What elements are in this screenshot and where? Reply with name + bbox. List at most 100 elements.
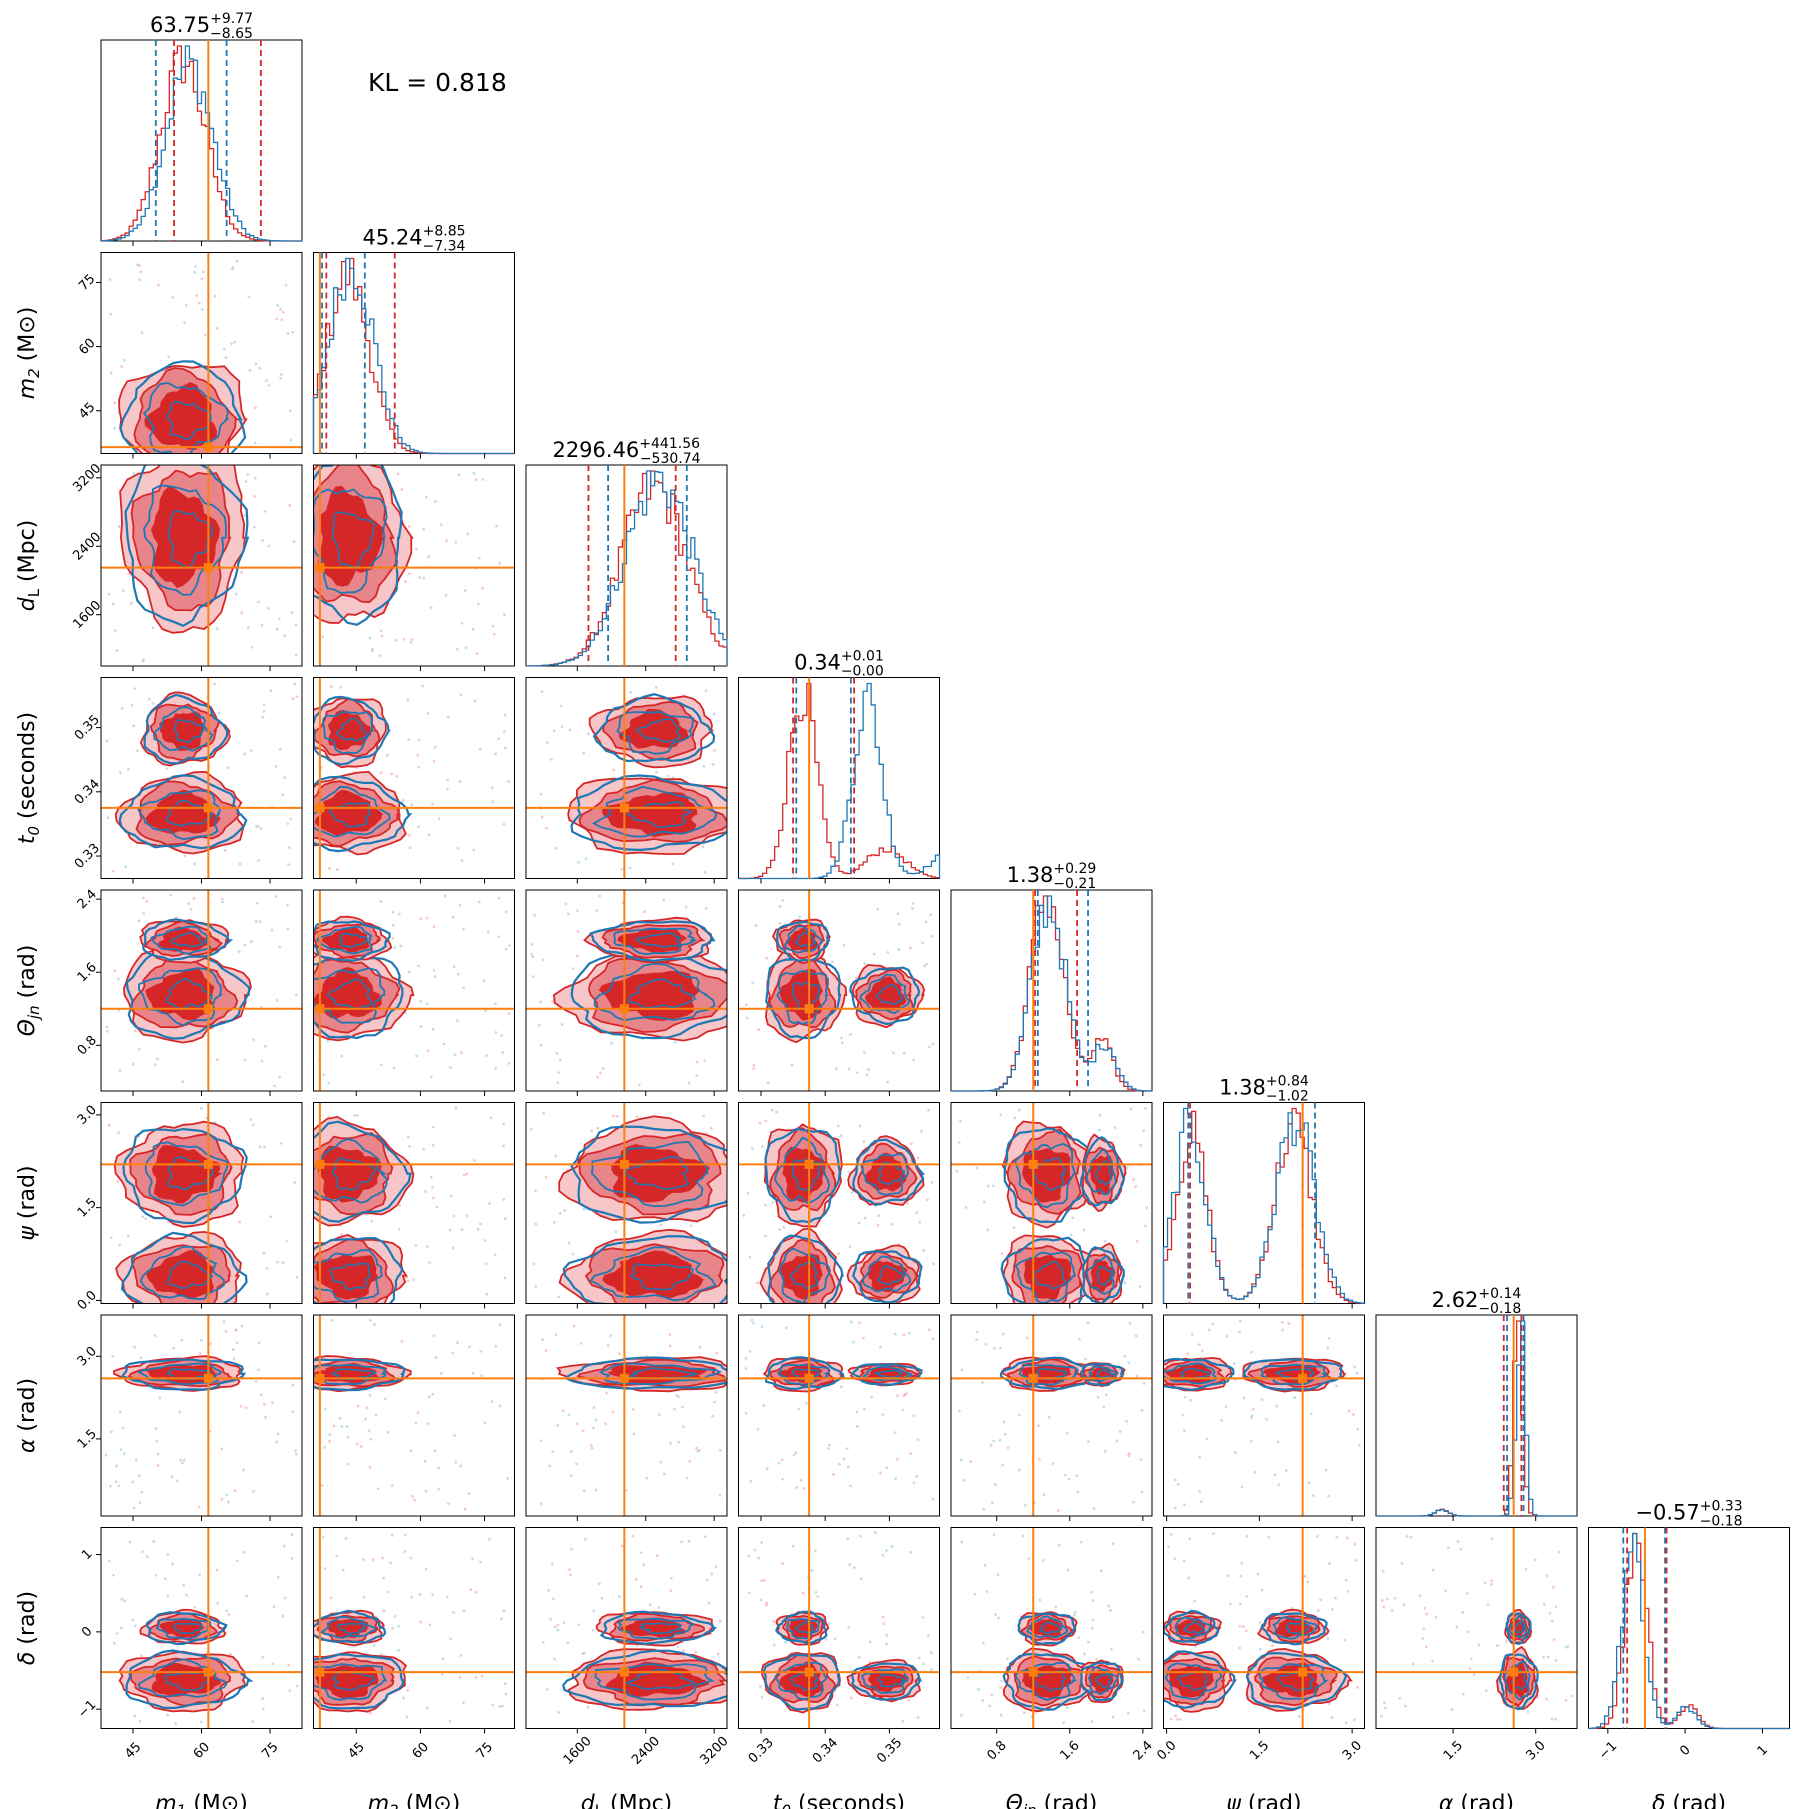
sample-point: [991, 1501, 994, 1505]
contour-outer-blue: [313, 1358, 406, 1392]
contour-outer-blue: [1003, 1127, 1093, 1224]
y-axis-label-theta_jn: Θjn (rad): [15, 945, 43, 1037]
sample-point: [261, 715, 265, 719]
sample-point: [840, 1036, 844, 1040]
sample-point: [400, 1340, 404, 1343]
sample-point: [848, 1245, 852, 1249]
sample-point: [501, 1051, 505, 1054]
sample-point: [592, 1426, 595, 1430]
sample-point: [1228, 1602, 1232, 1606]
sample-point: [931, 1042, 935, 1046]
sample-point: [1003, 1432, 1007, 1436]
sample-point: [886, 950, 890, 954]
sample-point: [1461, 1692, 1465, 1696]
sample-point: [408, 833, 411, 837]
sample-point: [1090, 1590, 1093, 1594]
sample-point: [500, 1617, 503, 1621]
sample-point: [962, 1478, 966, 1482]
sample-point: [1000, 1252, 1004, 1255]
sample-point: [120, 365, 124, 368]
sample-point: [1084, 1357, 1087, 1361]
contour-inner-blue: [791, 1158, 820, 1192]
sample-point: [287, 845, 291, 849]
y-tick-label: 0: [79, 1624, 95, 1640]
sample-point: [134, 1458, 138, 1462]
truth-marker: [619, 1373, 629, 1383]
sample-point: [687, 1539, 691, 1543]
contour-mid-blue: [861, 1668, 909, 1695]
y-tick-label: 3.0: [75, 1344, 100, 1369]
sample-point: [154, 1063, 157, 1067]
panel-t0-vs-alpha: [738, 1314, 940, 1517]
contour-mid-blue: [776, 969, 829, 1025]
contour-outer-blue: [143, 693, 229, 765]
panel-frame: [1375, 1527, 1578, 1729]
sample-point: [983, 1563, 987, 1567]
truth-marker: [619, 803, 629, 813]
sample-point: [220, 1497, 224, 1501]
sample-point: [1456, 1540, 1460, 1543]
sample-point: [330, 685, 333, 688]
panel-dL-vs-psi: [525, 1102, 728, 1304]
sample-point: [814, 1590, 818, 1594]
sample-point: [261, 1697, 264, 1701]
panel-frame: [313, 1102, 515, 1304]
sample-point: [1293, 1396, 1297, 1399]
sample-point: [158, 1396, 162, 1400]
sample-point: [1465, 1592, 1469, 1595]
histogram-blue: [1376, 1320, 1577, 1517]
sample-point: [454, 540, 458, 544]
sample-point: [1557, 1550, 1561, 1554]
sample-point: [1188, 1537, 1191, 1541]
sample-point: [1125, 1419, 1128, 1423]
sample-point: [1090, 1720, 1094, 1724]
sample-point: [484, 1009, 487, 1012]
sample-point: [215, 1568, 219, 1572]
truth-marker: [619, 1667, 629, 1677]
sample-point: [481, 477, 485, 481]
sample-point: [262, 709, 266, 713]
sample-point: [1111, 1542, 1115, 1546]
contour-mid-blue: [313, 1249, 384, 1303]
sample-point: [380, 1063, 383, 1067]
sample-point: [992, 1439, 996, 1443]
contour-outer-blue: [313, 465, 403, 626]
sample-point: [275, 317, 278, 321]
sample-point: [418, 575, 422, 579]
sample-point: [910, 907, 914, 910]
contour-mid-blue: [860, 1152, 910, 1196]
sample-point: [355, 1114, 359, 1117]
sample-point: [893, 1431, 897, 1435]
sample-point: [145, 899, 149, 903]
contour-outer-blue: [119, 360, 247, 454]
sample-point: [876, 1223, 880, 1227]
sample-point: [253, 476, 257, 480]
contour-mid-blue: [589, 1246, 717, 1302]
sample-point: [548, 1464, 552, 1468]
sample-point: [414, 1244, 418, 1247]
sample-point: [662, 1472, 666, 1476]
sample-point: [1002, 1420, 1006, 1424]
sample-point: [279, 308, 283, 311]
sample-point: [879, 1471, 883, 1475]
sample-point: [684, 905, 688, 909]
contour-outer-blue: [599, 1610, 718, 1646]
sample-point: [220, 1447, 224, 1451]
sample-point: [454, 1460, 458, 1464]
sample-point: [836, 1124, 840, 1128]
sample-point: [874, 1531, 877, 1534]
sample-point: [335, 1554, 339, 1558]
sample-point: [1069, 1233, 1073, 1237]
sample-point: [216, 1602, 220, 1605]
sample-point: [576, 930, 580, 933]
sample-point: [1461, 1610, 1465, 1614]
sample-point: [1242, 1625, 1245, 1629]
sample-point: [426, 1049, 430, 1053]
sample-point: [502, 1144, 505, 1148]
sample-point: [929, 1651, 933, 1655]
panel-contents: [951, 1527, 1152, 1729]
sample-point: [1042, 1493, 1046, 1497]
sample-point: [132, 471, 136, 475]
sample-point: [461, 927, 465, 931]
sample-point: [267, 384, 271, 387]
